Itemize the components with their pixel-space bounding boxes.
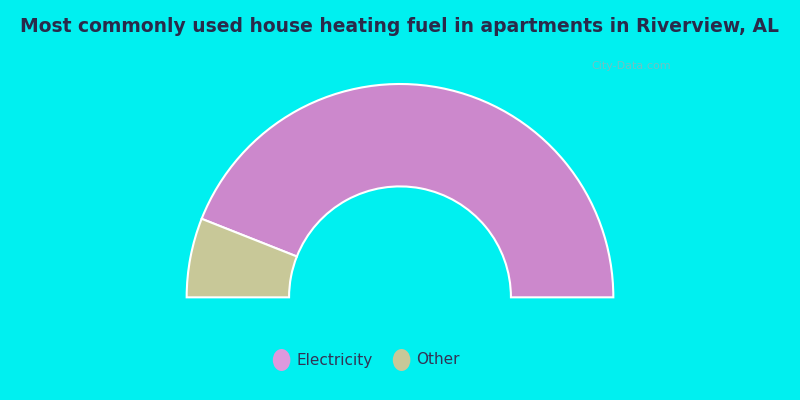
- Text: City-Data.com: City-Data.com: [591, 61, 670, 71]
- Text: Other: Other: [416, 352, 459, 368]
- Text: Electricity: Electricity: [296, 352, 372, 368]
- Wedge shape: [186, 219, 297, 297]
- Wedge shape: [202, 84, 614, 297]
- Ellipse shape: [273, 349, 290, 371]
- Text: Most commonly used house heating fuel in apartments in Riverview, AL: Most commonly used house heating fuel in…: [21, 16, 779, 36]
- Ellipse shape: [393, 349, 410, 371]
